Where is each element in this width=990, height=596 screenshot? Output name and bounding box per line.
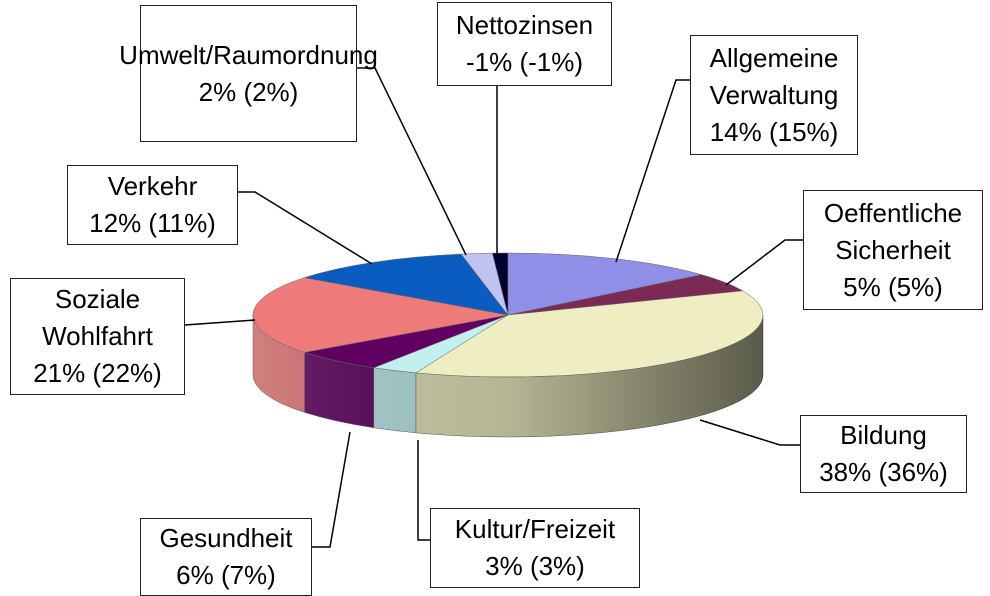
leader-line xyxy=(417,440,430,541)
value-label: 38% (36%) xyxy=(819,457,948,487)
category-label: Oeffentliche Sicherheit xyxy=(823,197,963,265)
pie-tops xyxy=(252,252,764,378)
value-label: 5% (5%) xyxy=(843,271,943,302)
category-label: Bildung xyxy=(840,420,927,450)
category-label: Verkehr xyxy=(107,171,198,201)
side-shading xyxy=(253,315,763,437)
leader-line xyxy=(615,79,692,263)
data-label: Bildung 38% (36%) xyxy=(800,415,967,493)
data-label: Nettozinsen -1% (-1%) xyxy=(437,2,612,86)
leader-lines xyxy=(184,67,803,548)
value-label: 21% (22%) xyxy=(33,358,162,388)
category-label: Kultur/Freizeit xyxy=(454,514,616,544)
value-label: 12% (11%) xyxy=(89,208,216,238)
data-label: Verkehr 12% (11%) xyxy=(67,165,238,245)
leader-line xyxy=(312,431,351,548)
value-label: 14% (15%) xyxy=(709,116,839,147)
pie-slice xyxy=(460,252,509,316)
pie-slice xyxy=(304,253,509,316)
data-label: Kultur/Freizeit 3% (3%) xyxy=(430,508,640,588)
data-label: Soziale Wohlfahrt 21% (22%) xyxy=(10,278,185,395)
value-label: 6% (7%) xyxy=(176,560,276,590)
data-label: Gesundheit 6% (7%) xyxy=(140,518,312,596)
pie-slice xyxy=(252,277,509,353)
leader-line xyxy=(699,419,800,446)
pie-sides xyxy=(252,314,764,438)
value-label: -1% (-1%) xyxy=(465,47,583,77)
category-label: Soziale Wohlfahrt xyxy=(42,284,153,351)
leader-line xyxy=(357,67,467,256)
value-label: 3% (3%) xyxy=(485,551,585,581)
leader-line xyxy=(184,319,256,326)
data-label: Umwelt/Raumordnung 2% (2%) xyxy=(119,5,378,142)
category-label: Nettozinsen xyxy=(455,10,594,40)
leader-line xyxy=(238,191,373,265)
value-label: 2% (2%) xyxy=(198,76,299,107)
data-label: Oeffentliche Sicherheit 5% (5%) xyxy=(803,190,983,310)
pie-slice xyxy=(415,290,764,378)
category-label: Umwelt/Raumordnung xyxy=(119,39,378,70)
leader-line xyxy=(725,239,803,286)
pie-slice xyxy=(507,252,702,316)
data-label: Allgemeine Verwaltung 14% (15%) xyxy=(690,35,858,155)
category-label: Gesundheit xyxy=(159,523,293,553)
category-label: Allgemeine Verwaltung xyxy=(709,42,839,110)
